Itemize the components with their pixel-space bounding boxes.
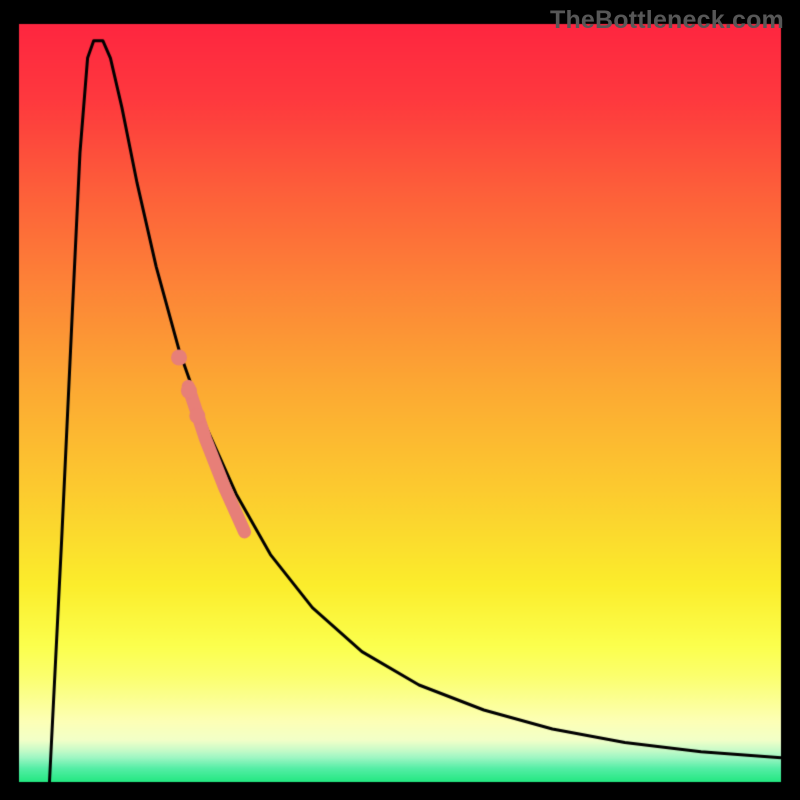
chart-canvas [0, 0, 800, 800]
bottleneck-chart: TheBottleneck.com [0, 0, 800, 800]
watermark-text: TheBottleneck.com [550, 6, 784, 35]
